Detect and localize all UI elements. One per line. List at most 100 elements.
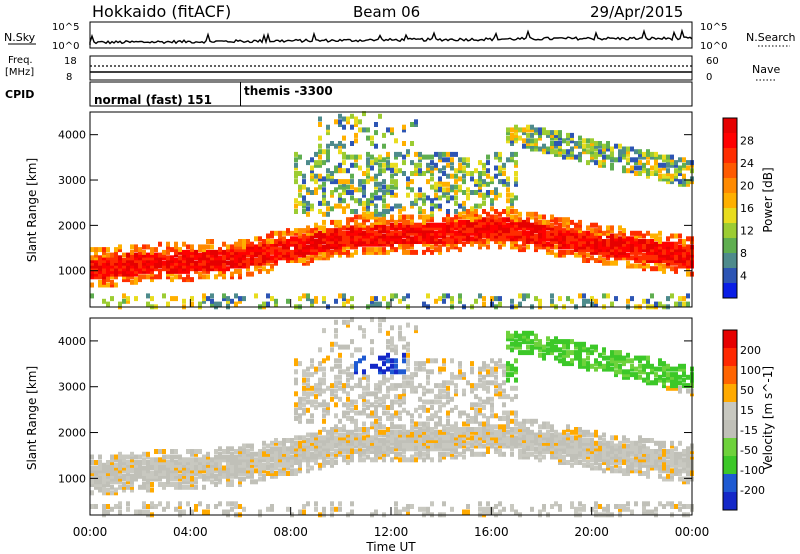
heatmap-cell-velocity-1006 — [366, 399, 370, 405]
heatmap-cell-velocity-1737 — [510, 410, 514, 416]
heatmap-cell-power-28 — [98, 263, 102, 269]
heatmap-cell-velocity-1088 — [382, 440, 386, 446]
heatmap-cell-power-1871 — [538, 146, 542, 152]
heatmap-cell-power-1897 — [546, 233, 550, 239]
nsky-right-tick-bottom: 10^0 — [700, 41, 727, 52]
heatmap-cell-power-1566 — [478, 239, 482, 244]
heatmap-cell-velocity-1598 — [482, 383, 486, 389]
heatmap-cell-power-846 — [342, 236, 346, 242]
heatmap-cell-power-1389 — [442, 236, 446, 242]
heatmap-cell-power-2530 — [686, 160, 690, 166]
heatmap-cell-velocity-1502 — [462, 440, 466, 446]
heatmap-cell-power-1287 — [422, 239, 426, 244]
heatmap-cell-power-2136 — [598, 230, 602, 236]
heatmap-cell-power-1940 — [554, 149, 558, 155]
heatmap-cell-power-1828 — [530, 222, 534, 228]
heatmap-cell-power-375 — [222, 268, 226, 274]
heatmap-cell-power-2239 — [622, 168, 626, 174]
heatmap-cell-velocity-2048 — [582, 504, 586, 509]
heatmap-cell-velocity-2281 — [634, 468, 638, 474]
heatmap-cell-power-218 — [166, 268, 170, 274]
heatmap-cell-power-700 — [318, 247, 322, 253]
heatmap-cell-velocity-1542 — [470, 366, 474, 372]
heatmap-cell-power-1202 — [402, 160, 406, 166]
heatmap-cell-power-65 — [110, 271, 114, 277]
heatmap-cell-velocity-1463 — [450, 374, 454, 380]
heatmap-cell-power-1437 — [450, 225, 454, 231]
heatmap-cell-velocity-2198 — [614, 372, 618, 378]
heatmap-cell-velocity-980 — [362, 410, 366, 416]
heatmap-cell-velocity-69 — [110, 465, 114, 471]
heatmap-cell-velocity-1122 — [386, 366, 390, 372]
heatmap-cell-power-1723 — [510, 239, 514, 244]
heatmap-cell-power-2095 — [590, 236, 594, 242]
heatmap-cell-velocity-1533 — [470, 427, 474, 432]
heatmap-cell-power-1326 — [430, 233, 434, 239]
heatmap-cell-power-2455 — [670, 162, 674, 168]
heatmap-cell-velocity-1527 — [470, 449, 474, 454]
heatmap-cell-power-976 — [366, 247, 370, 253]
heatmap-cell-velocity-1897 — [546, 347, 550, 353]
heatmap-cell-power-476 — [258, 263, 262, 269]
heatmap-cell-power-1357 — [434, 187, 438, 193]
heatmap-cell-power-2496 — [682, 296, 686, 302]
heatmap-cell-velocity-534 — [270, 471, 274, 476]
heatmap-cell-power-1380 — [438, 176, 442, 182]
heatmap-cell-power-2365 — [654, 266, 658, 272]
heatmap-cell-power-1708 — [506, 206, 510, 212]
heatmap-cell-velocity-67 — [110, 471, 114, 476]
heatmap-cell-power-994 — [366, 171, 370, 176]
heatmap-cell-power-1510 — [462, 157, 466, 163]
heatmap-cell-velocity-969 — [358, 325, 362, 331]
heatmap-cell-power-2028 — [574, 228, 578, 234]
colorbar-swatch-0 — [723, 118, 737, 134]
heatmap-cell-velocity-2064 — [582, 344, 586, 350]
heatmap-cell-velocity-651 — [302, 443, 306, 449]
heatmap-cell-power-1562 — [474, 168, 478, 174]
heatmap-cell-velocity-164 — [142, 465, 146, 471]
heatmap-cell-power-1936 — [554, 225, 558, 231]
heatmap-cell-power-258 — [178, 247, 182, 253]
heatmap-cell-velocity-158 — [142, 484, 146, 490]
heatmap-cell-power-1623 — [486, 154, 490, 160]
heatmap-cell-velocity-594 — [290, 460, 294, 465]
heatmap-cell-power-793 — [334, 244, 338, 250]
freq-strip: Freq. [MHz] 18 8 60 0 Nave — [5, 55, 780, 83]
heatmap-cell-velocity-516 — [262, 454, 266, 460]
heatmap-cell-velocity-1270 — [414, 457, 418, 463]
heatmap-cell-velocity-1056 — [374, 363, 378, 369]
heatmap-cell-power-1516 — [466, 225, 470, 231]
heatmap-cell-power-1913 — [550, 236, 554, 242]
heatmap-cell-power-1825 — [530, 230, 534, 236]
heatmap-cell-velocity-1631 — [490, 438, 494, 443]
heatmap-cell-power-1376 — [438, 187, 442, 193]
heatmap-cell-power-1458 — [454, 217, 458, 223]
heatmap-cell-power-2433 — [666, 176, 670, 182]
heatmap-cell-velocity-1128 — [390, 457, 394, 463]
heatmap-cell-velocity-603 — [294, 468, 298, 474]
heatmap-cell-power-2257 — [626, 160, 630, 166]
heatmap-cell-power-645 — [306, 230, 310, 236]
heatmap-cell-velocity-1724 — [506, 330, 510, 336]
heatmap-cell-velocity-994 — [366, 454, 370, 460]
heatmap-cell-velocity-2365 — [650, 369, 654, 375]
heatmap-cell-power-1455 — [454, 225, 458, 231]
heatmap-cell-velocity-1087 — [382, 443, 386, 449]
heatmap-cell-power-57 — [106, 258, 110, 263]
colorbar-swatch-10 — [723, 268, 737, 284]
heatmap-cell-power-632 — [302, 184, 306, 190]
heatmap-cell-power-2149 — [602, 252, 606, 258]
heatmap-cell-power-1656 — [494, 190, 498, 195]
heatmap-cell-velocity-1100 — [382, 374, 386, 380]
heatmap-cell-velocity-85 — [114, 454, 118, 460]
heatmap-cell-power-613 — [298, 154, 302, 160]
heatmap-cell-velocity-1166 — [394, 424, 398, 430]
heatmap-cell-velocity-1048 — [374, 410, 378, 416]
heatmap-cell-velocity-1759 — [514, 385, 518, 391]
heatmap-cell-power-1412 — [446, 222, 450, 228]
heatmap-cell-velocity-611 — [294, 440, 298, 446]
heatmap-cell-power-739 — [322, 192, 326, 198]
heatmap-cell-velocity-1680 — [498, 391, 502, 397]
heatmap-cell-velocity-934 — [354, 440, 358, 446]
heatmap-cell-power-2447 — [670, 249, 674, 255]
